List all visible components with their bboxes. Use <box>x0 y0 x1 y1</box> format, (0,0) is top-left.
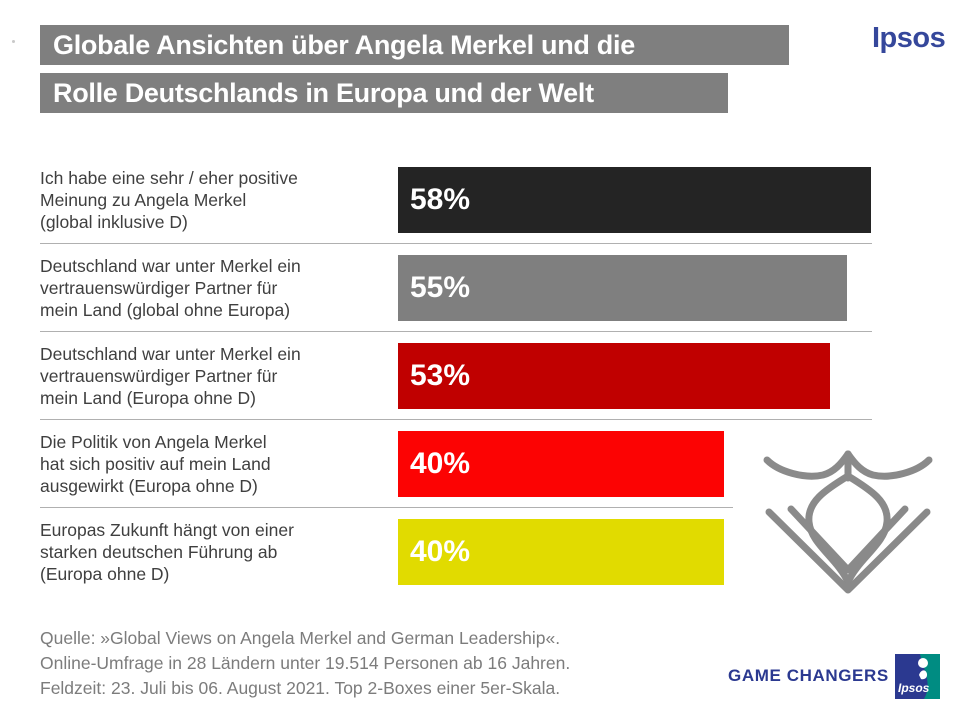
bar-value-label: 58% <box>410 183 471 216</box>
bar-rows: Ich habe eine sehr / eher positive Meinun… <box>40 156 872 596</box>
eagle-body-left <box>805 472 852 586</box>
source-line-3: Feldzeit: 23. Juli bis 06. August 2021. … <box>40 678 561 698</box>
row-label-line: Deutschland war unter Merkel ein <box>40 256 301 276</box>
row-label-line: Ich habe eine sehr / eher positive <box>40 168 298 188</box>
ipsos-logo-body-glyph <box>919 670 928 680</box>
source-note: Quelle: »Global Views on Angela Merkel a… <box>40 626 570 701</box>
row-label: Deutschland war unter Merkel ein vertraue… <box>40 343 398 409</box>
value-bar: 58% <box>398 167 871 233</box>
row-label: Deutschland war unter Merkel ein vertraue… <box>40 255 398 321</box>
bar-track: 55% <box>398 255 872 321</box>
row-label: Ich habe eine sehr / eher positive Meinun… <box>40 167 398 233</box>
value-bar: 53% <box>398 343 830 409</box>
eagle-inner-chevron <box>787 505 909 574</box>
ipsos-logo-text: Ipsos <box>898 681 930 695</box>
row-label-line: (Europa ohne D) <box>40 564 170 584</box>
row-label-line: vertrauenswürdiger Partner für <box>40 366 278 386</box>
bar-value-label: 40% <box>410 447 471 480</box>
row-label-line: Meinung zu Angela Merkel <box>40 190 247 210</box>
artifact-dot <box>12 40 15 43</box>
chart-row: Deutschland war unter Merkel ein vertraue… <box>40 244 872 332</box>
eagle-outer-chevron <box>765 508 931 594</box>
eagle-line-art-icon <box>763 450 933 594</box>
row-label-line: starken deutschen Führung ab <box>40 542 278 562</box>
row-label-line: Die Politik von Angela Merkel <box>40 432 267 452</box>
row-label: Die Politik von Angela Merkel hat sich po… <box>40 431 398 497</box>
value-bar: 55% <box>398 255 847 321</box>
bar-value-label: 40% <box>410 535 471 568</box>
chart-row: Die Politik von Angela Merkel hat sich po… <box>40 420 872 508</box>
value-bar: 40% <box>398 519 724 585</box>
row-label-line: vertrauenswürdiger Partner für <box>40 278 278 298</box>
chart-row: Ich habe eine sehr / eher positive Meinun… <box>40 156 872 244</box>
ipsos-logo: Ipsos <box>895 654 940 699</box>
page-title-line-2: Rolle Deutschlands in Europa und der Wel… <box>40 73 728 113</box>
chart-row: Europas Zukunft hängt von einer starken d… <box>40 508 872 596</box>
bar-track: 40% <box>398 519 872 585</box>
bar-value-label: 55% <box>410 271 471 304</box>
row-label-line: ausgewirkt (Europa ohne D) <box>40 476 258 496</box>
source-line-2: Online-Umfrage in 28 Ländern unter 19.51… <box>40 653 571 673</box>
row-label-line: Deutschland war unter Merkel ein <box>40 344 301 364</box>
row-label: Europas Zukunft hängt von einer starken d… <box>40 519 398 585</box>
row-label-line: Europas Zukunft hängt von einer <box>40 520 294 540</box>
ipsos-wordmark: Ipsos <box>872 22 946 54</box>
row-label-line: mein Land (Europa ohne D) <box>40 388 256 408</box>
ipsos-logo-head-glyph <box>918 658 928 668</box>
row-label-line: hat sich positiv auf mein Land <box>40 454 271 474</box>
eagle-body-right <box>844 472 891 586</box>
bar-track: 58% <box>398 167 872 233</box>
game-changers-tagline: GAME CHANGERS <box>728 666 889 685</box>
bar-track: 53% <box>398 343 872 409</box>
eagle-top-right-curve <box>844 450 933 480</box>
source-line-1: Quelle: »Global Views on Angela Merkel a… <box>40 628 561 648</box>
chart-row: Deutschland war unter Merkel ein vertraue… <box>40 332 872 420</box>
page-title-line-1: Globale Ansichten über Angela Merkel und… <box>40 25 789 65</box>
row-label-line: (global inklusive D) <box>40 212 188 232</box>
row-label-line: mein Land (global ohne Europa) <box>40 300 291 320</box>
bar-value-label: 53% <box>410 359 471 392</box>
eagle-top-left-curve <box>763 450 852 480</box>
bar-track: 40% <box>398 431 872 497</box>
value-bar: 40% <box>398 431 724 497</box>
